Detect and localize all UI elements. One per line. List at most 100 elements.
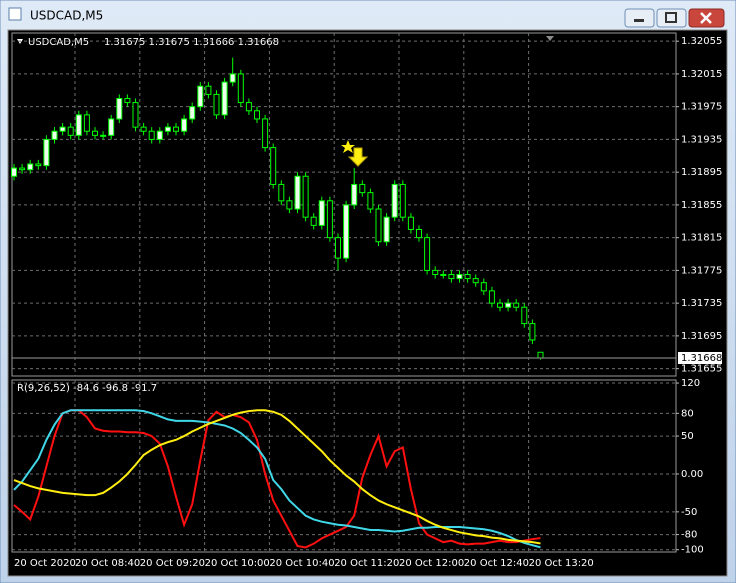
candle-body <box>245 102 252 112</box>
x-tick-label: 20 Oct 12:00 <box>399 558 464 569</box>
candle-body <box>472 278 479 284</box>
minimize-button[interactable] <box>624 8 655 28</box>
candle-body <box>278 183 285 202</box>
candle-body <box>262 118 269 149</box>
candle-body <box>440 273 447 276</box>
candle-body <box>108 118 115 136</box>
candle-body <box>189 106 196 120</box>
candle-body <box>302 175 309 218</box>
candle-body <box>148 130 155 140</box>
candle-body <box>383 216 390 243</box>
candle-body <box>19 167 26 171</box>
candle-body <box>270 147 277 185</box>
candle-body <box>416 228 422 239</box>
candle-body <box>432 269 439 275</box>
shift-marker <box>546 36 554 41</box>
y-tick-label: 80 <box>681 408 694 419</box>
y-tick-label: 50 <box>681 431 694 442</box>
window-icon <box>8 7 22 21</box>
candle-body <box>140 126 147 132</box>
candle-body <box>35 163 42 167</box>
maximize-icon <box>665 12 677 23</box>
y-tick-label: 1.31735 <box>681 298 722 309</box>
candle-body <box>359 183 366 194</box>
candle-body <box>100 134 107 137</box>
candle-body <box>351 183 358 206</box>
y-tick-label: -100 <box>681 545 704 556</box>
candle-body <box>116 97 123 120</box>
candle-body <box>237 73 244 104</box>
y-tick-label: 1.31815 <box>681 233 722 244</box>
plot-layer: 1.32055 1.32015 1.31975 1.31935 1.31895 1.318… <box>11 33 722 569</box>
candle-body <box>132 102 139 128</box>
candle-body <box>335 237 341 259</box>
candle-body <box>399 183 406 218</box>
candle-body <box>294 175 301 210</box>
candle-body <box>92 130 98 136</box>
candle-body <box>513 302 520 308</box>
candle-body <box>83 114 90 132</box>
indicator-line <box>13 409 541 549</box>
x-tick-label: 20 Oct 13:20 <box>529 558 594 569</box>
candle-body <box>75 114 82 136</box>
candle-body <box>43 138 50 167</box>
last-price-label: 1.31668 <box>681 353 722 364</box>
indicator-line <box>13 409 541 545</box>
y-tick-label: 1.31695 <box>681 331 722 342</box>
candle-body <box>343 204 350 259</box>
y-tick-label: 1.32015 <box>681 69 722 80</box>
y-tick-label: 1.31655 <box>681 364 722 375</box>
candle-body <box>521 306 528 325</box>
candle-body <box>221 81 228 116</box>
candle-body <box>67 126 74 136</box>
star-icon <box>341 140 355 153</box>
candle-body <box>310 216 317 226</box>
candle-body <box>124 97 131 104</box>
candle-body <box>448 273 455 280</box>
candle-body <box>537 351 544 359</box>
candle-body <box>286 200 293 210</box>
indicator-panel <box>11 379 677 553</box>
x-tick-label: 20 Oct 08:40 <box>75 558 140 569</box>
candle-body <box>391 183 398 218</box>
candle-body <box>375 208 382 243</box>
candle-body <box>197 85 204 108</box>
y-tick-label: 1.31975 <box>681 102 722 113</box>
y-tick-label: 1.31935 <box>681 134 722 145</box>
maximize-button[interactable] <box>656 8 687 28</box>
y-tick-label: 120 <box>681 378 700 389</box>
y-tick-label: 1.31855 <box>681 200 722 211</box>
close-icon <box>700 12 712 24</box>
indicator-line <box>13 409 541 549</box>
candle-body <box>456 273 463 280</box>
y-tick-label: 1.31775 <box>681 265 722 276</box>
candle-body <box>164 126 171 132</box>
candle-body <box>51 130 58 140</box>
y-tick-label: -80 <box>681 530 697 541</box>
candle-body <box>480 282 487 292</box>
symbol-label: USDCAD,M5 <box>28 37 89 48</box>
candle-body <box>367 192 374 210</box>
candle-body <box>497 302 503 308</box>
indicator-label: R(9,26,52) -84.6 -96.8 -91.7 <box>17 383 157 394</box>
candle-body <box>488 290 495 304</box>
x-tick-label: 20 Oct 10:40 <box>269 558 334 569</box>
candle-body <box>59 126 66 132</box>
candle-body <box>326 200 333 239</box>
candle-body <box>156 130 163 140</box>
minimize-icon <box>634 19 644 22</box>
candle-body <box>464 273 471 280</box>
y-tick-label: 0.00 <box>681 469 703 480</box>
ohlc-label: 1.31675 1.31675 1.31666 1.31668 <box>104 37 279 48</box>
x-tick-label: 20 Oct 2020 <box>14 558 76 569</box>
x-tick-label: 20 Oct 10:00 <box>205 558 270 569</box>
candle-body <box>229 73 236 83</box>
candle-body <box>424 237 431 271</box>
candle-body <box>181 118 188 132</box>
candle-body <box>11 167 17 177</box>
x-tick-label: 20 Oct 11:20 <box>334 558 399 569</box>
candle-body <box>27 163 34 171</box>
candle-body <box>205 85 212 95</box>
